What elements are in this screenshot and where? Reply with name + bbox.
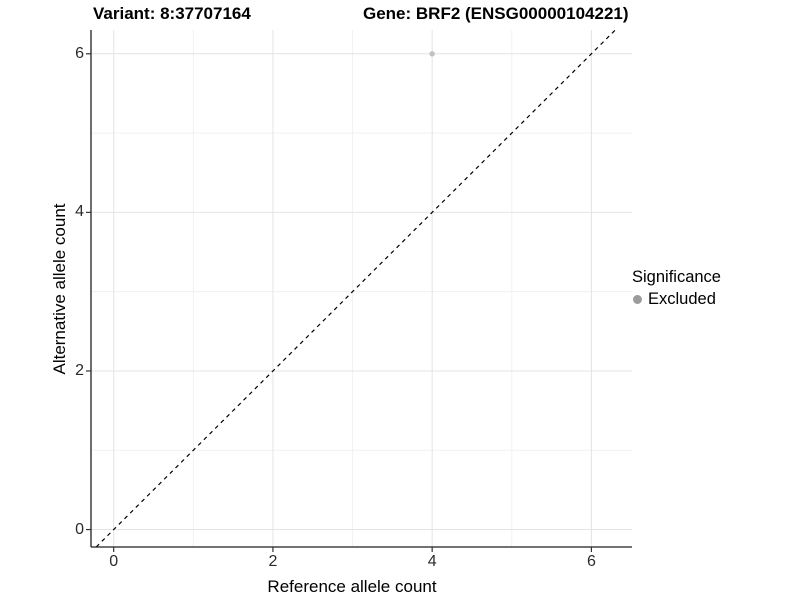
major-gridlines: [91, 30, 632, 547]
y-tick-label: 2: [75, 361, 84, 379]
identity-dashed-line: [95, 29, 616, 548]
gene-title: Gene: BRF2 (ENSG00000104221): [363, 4, 629, 23]
y-tick-label: 4: [75, 203, 84, 221]
legend-item-label: Excluded: [648, 290, 716, 308]
legend-item-excluded: Excluded: [632, 290, 721, 309]
data-point: [429, 51, 435, 57]
x-tick-label: 4: [427, 553, 437, 570]
variant-title: Variant: 8:37707164: [93, 4, 251, 23]
x-tick-label: 2: [268, 553, 278, 570]
x-tick-label: 6: [586, 553, 596, 570]
data-points: [429, 51, 435, 57]
axis-tick-marks: [86, 53, 592, 552]
minor-gridlines: [91, 30, 632, 547]
legend-title: Significance: [632, 268, 721, 286]
y-axis-title: Alternative allele count: [50, 203, 69, 375]
legend: Significance Excluded: [632, 268, 721, 309]
identity-dashed-line: [95, 29, 616, 548]
x-tick-label: 0: [109, 553, 119, 570]
legend-point-icon: [633, 295, 642, 304]
x-axis-title: Reference allele count: [267, 577, 437, 596]
y-tick-label: 6: [75, 44, 84, 62]
y-tick-label: 0: [75, 520, 84, 538]
axis-lines: [90, 30, 632, 548]
